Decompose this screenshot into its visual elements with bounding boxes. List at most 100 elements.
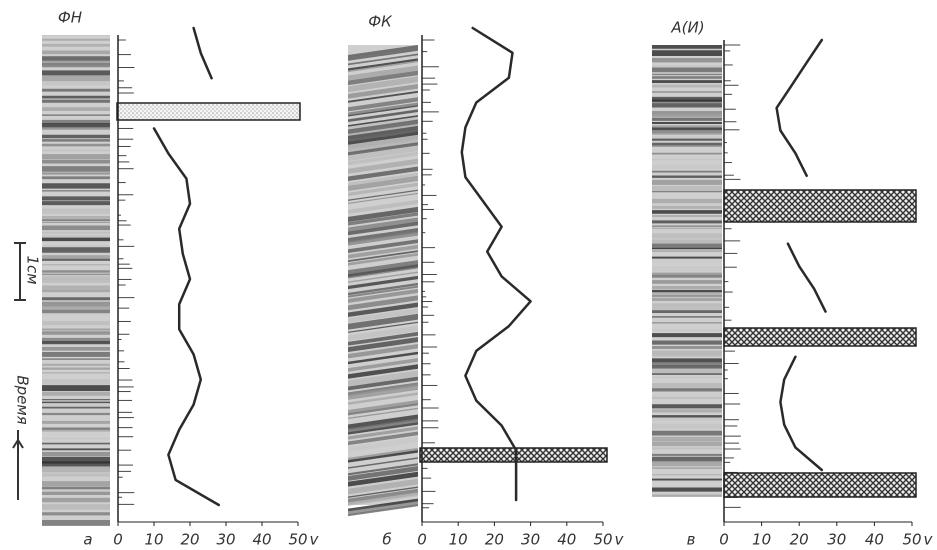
core-stripe bbox=[42, 297, 110, 301]
core-stripe bbox=[652, 250, 722, 252]
core-stripe bbox=[42, 277, 110, 283]
core-stripe bbox=[348, 478, 418, 495]
core-stripe bbox=[652, 239, 722, 245]
core-stripe bbox=[348, 271, 418, 283]
core-stripe bbox=[348, 275, 418, 290]
core-stripe bbox=[348, 364, 418, 379]
core-stripe bbox=[652, 474, 722, 476]
core-stripe bbox=[652, 467, 722, 469]
core-stripe bbox=[42, 301, 110, 308]
core-stripe bbox=[652, 329, 722, 331]
core-stripe bbox=[348, 308, 418, 323]
core-stripe bbox=[42, 255, 110, 259]
core-stripe bbox=[42, 352, 110, 357]
core-stripe bbox=[42, 193, 110, 195]
core-stripe bbox=[652, 179, 722, 185]
x-axis-label: v bbox=[615, 531, 625, 549]
panel-title: А(И) bbox=[670, 19, 704, 37]
x-tick-label: 20 bbox=[485, 531, 504, 549]
core-stripe bbox=[42, 372, 110, 374]
core-stripe bbox=[652, 164, 722, 170]
core-stripe bbox=[652, 362, 722, 366]
core-stripe bbox=[652, 45, 722, 49]
core-stripe bbox=[652, 185, 722, 192]
core-stripe bbox=[42, 461, 110, 464]
core-stripe bbox=[348, 463, 418, 476]
core-stripe bbox=[348, 492, 418, 506]
core-stripe bbox=[42, 420, 110, 424]
core-stripe bbox=[42, 512, 110, 516]
core-stripe bbox=[348, 142, 418, 156]
core-stripe bbox=[652, 280, 722, 284]
core-stripe bbox=[348, 76, 418, 93]
core-stripe bbox=[652, 158, 722, 161]
core-stripe bbox=[348, 53, 418, 66]
core-stripe bbox=[652, 376, 722, 378]
core-stripe bbox=[652, 409, 722, 413]
x-axis-label: v bbox=[924, 531, 934, 549]
core-stripe bbox=[652, 415, 722, 418]
core-stripe bbox=[652, 117, 722, 121]
core-stripe bbox=[652, 67, 722, 73]
core-stripe bbox=[42, 176, 110, 180]
core-stripe bbox=[348, 217, 418, 233]
core-stripe bbox=[348, 288, 418, 303]
panel-label: б bbox=[382, 531, 391, 549]
core-stripe bbox=[652, 494, 722, 497]
x-tick-label: 20 bbox=[180, 531, 199, 549]
core-stripe bbox=[42, 385, 110, 391]
core-stripe bbox=[42, 225, 110, 231]
core-stripe bbox=[652, 492, 722, 495]
core-stripe bbox=[652, 350, 722, 357]
core-stripe bbox=[348, 437, 418, 453]
core-stripe bbox=[652, 388, 722, 392]
core-stripe bbox=[652, 316, 722, 318]
core-stripe bbox=[652, 170, 722, 173]
core-stripe bbox=[42, 305, 110, 310]
core-stripe bbox=[42, 331, 110, 335]
core-stripe bbox=[348, 151, 418, 166]
core-stripe bbox=[42, 127, 110, 130]
core-stripe bbox=[652, 220, 722, 224]
core-stripe bbox=[348, 264, 418, 278]
event-layer bbox=[723, 472, 917, 498]
core-stripe bbox=[42, 399, 110, 401]
core-stripe bbox=[652, 417, 722, 421]
core-stripe bbox=[42, 451, 110, 457]
core-stripe bbox=[42, 134, 110, 139]
core-stripe bbox=[42, 159, 110, 164]
core-stripe bbox=[652, 84, 722, 88]
core-stripe bbox=[652, 198, 722, 204]
core-stripe bbox=[652, 138, 722, 141]
core-stripe bbox=[42, 222, 110, 224]
core-stripe bbox=[42, 75, 110, 82]
core-stripe bbox=[42, 237, 110, 242]
core-stripe bbox=[348, 199, 418, 214]
core-stripe bbox=[42, 166, 110, 172]
x-tick-label: 40 bbox=[557, 531, 576, 549]
core-stripe bbox=[348, 60, 418, 73]
core-stripe bbox=[42, 264, 110, 266]
core-stripe bbox=[42, 412, 110, 416]
core-stripe bbox=[652, 285, 722, 290]
core-stripe bbox=[652, 430, 722, 436]
core-stripe bbox=[348, 441, 418, 458]
core-stripe bbox=[348, 422, 418, 435]
core-stripe bbox=[42, 114, 110, 116]
core-stripe bbox=[348, 267, 418, 279]
core-stripe bbox=[42, 43, 110, 47]
core-stripe bbox=[42, 347, 110, 351]
core-stripe bbox=[348, 447, 418, 461]
core-stripe bbox=[348, 450, 418, 463]
core-stripe bbox=[652, 423, 722, 429]
core-stripe bbox=[348, 252, 418, 266]
core-stripe bbox=[348, 325, 418, 341]
core-stripe bbox=[42, 313, 110, 316]
core-stripe bbox=[348, 239, 418, 254]
core-stripe bbox=[348, 503, 418, 517]
core-stripe bbox=[652, 364, 722, 369]
core-stripe bbox=[42, 442, 110, 445]
core-stripe bbox=[348, 90, 418, 103]
core-stripe bbox=[348, 400, 418, 414]
